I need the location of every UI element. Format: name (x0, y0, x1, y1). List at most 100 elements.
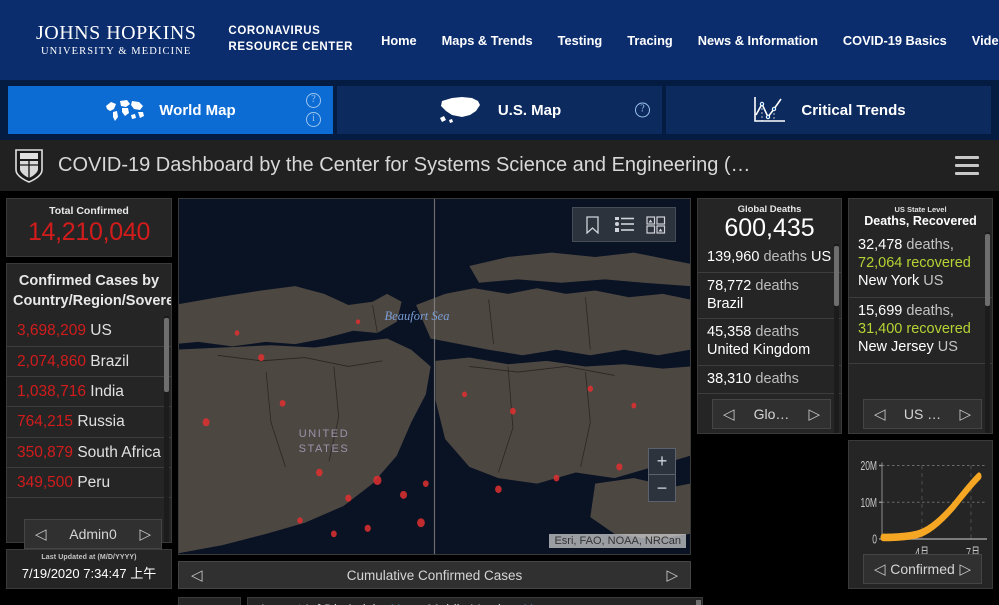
chevron-left-icon[interactable]: ◁ (874, 560, 886, 578)
help-question-icon[interactable]: ? (306, 93, 321, 108)
chevron-right-icon[interactable]: ▷ (666, 566, 678, 584)
global-deaths-label: Global Deaths (737, 204, 802, 215)
us-state-level-panel: US State Level Deaths, Recovered 32,478 … (848, 198, 993, 434)
chevron-left-icon[interactable]: ◁ (35, 525, 47, 543)
main-navigation: Home Maps & Trends Testing Tracing News … (381, 33, 999, 48)
confirmed-cases-list[interactable]: 3,698,209 US 2,074,860 Brazil 1,038,716 … (7, 316, 171, 542)
cases-scrollbar-thumb[interactable] (164, 318, 169, 393)
crc-line-2: RESOURCE CENTER (228, 41, 354, 53)
chevron-right-icon[interactable]: ▷ (959, 405, 971, 423)
us-states-pager[interactable]: ◁ US … ▷ (863, 399, 982, 429)
nav-item-home[interactable]: Home (381, 32, 417, 48)
us-state-list[interactable]: 32,478 deaths, 72,064 recovered New York… (849, 232, 992, 433)
state-recovered-count: 72,064 (858, 254, 903, 271)
list-item[interactable]: 38,310 deaths (698, 366, 841, 395)
credits-scrollbar-thumb[interactable] (696, 600, 701, 605)
case-count: 349,500 (17, 474, 74, 491)
chevron-right-icon[interactable]: ▷ (808, 405, 820, 423)
global-deaths-pager[interactable]: ◁ Glo… ▷ (712, 399, 831, 429)
tab-us-map[interactable]: U.S. Map ? (337, 86, 662, 134)
site-header: JOHNS HOPKINS UNIVERSITY & MEDICINE CORO… (0, 0, 999, 80)
help-question-icon-us[interactable]: ? (635, 102, 650, 118)
deaths-scrollbar-track[interactable] (834, 244, 839, 433)
chevron-left-icon[interactable]: ◁ (191, 566, 203, 584)
chevron-left-icon[interactable]: ◁ (723, 405, 735, 423)
us-state-level-title: Deaths, Recovered (864, 214, 977, 228)
list-item[interactable]: 349,500 Peru (7, 468, 171, 499)
cases-scrollbar-track[interactable] (164, 316, 169, 542)
tab-world-map[interactable]: World Map ? i (8, 86, 333, 134)
hamburger-menu-icon[interactable] (955, 156, 979, 175)
death-country: Brazil (707, 295, 744, 312)
article-text: Article: (343, 602, 391, 605)
dashboard-body: Total Confirmed 14,210,040 Confirmed Cas… (0, 192, 999, 595)
help-info-icon[interactable]: i (306, 112, 321, 127)
jhu-logo[interactable]: JOHNS HOPKINS UNIVERSITY & MEDICINE (36, 23, 196, 58)
bookmark-icon[interactable] (577, 211, 607, 238)
death-unit: deaths (755, 370, 799, 387)
map-column: Beaufort Sea UNITED STATES (178, 198, 691, 589)
state-deaths-word: deaths, (906, 302, 954, 319)
list-item[interactable]: 15,699 deaths, 31,400 recovered New Jers… (849, 298, 992, 364)
nav-item-testing[interactable]: Testing (557, 32, 603, 48)
map-layer-pager[interactable]: ◁ Cumulative Confirmed Cases ▷ (178, 561, 691, 589)
death-count: 78,772 (707, 277, 752, 294)
case-country: Peru (77, 474, 111, 491)
state-recovered-word: recovered (906, 254, 971, 271)
list-item[interactable]: 350,879 South Africa (7, 438, 171, 468)
credits-line-1: Lancet Inf Dis Article: Here. Mobile Ver… (260, 601, 690, 605)
nav-item-videos-live-events[interactable]: Videos & Live Events (971, 32, 999, 48)
lancet-article-link[interactable]: Here (391, 602, 420, 605)
death-country: United Kingdom (707, 342, 811, 358)
mobile-version-link[interactable]: Here (523, 602, 552, 605)
list-item[interactable]: 2,074,860 Brazil (7, 347, 171, 377)
admin-pager-label: Admin0 (69, 526, 117, 542)
deaths-scrollbar-thumb[interactable] (834, 246, 839, 307)
list-item[interactable]: 1,038,716 India (7, 377, 171, 408)
list-item[interactable]: 764,215 Russia (7, 407, 171, 438)
global-deaths-value: 600,435 (724, 214, 815, 242)
list-item[interactable]: 45,358 deaths United Kingdom (698, 319, 841, 366)
total-confirmed-label: Total Confirmed (49, 205, 129, 217)
nav-item-covid-basics[interactable]: COVID-19 Basics (842, 32, 947, 48)
nav-item-tracing[interactable]: Tracing (627, 32, 673, 48)
total-confirmed-value: 14,210,040 (27, 218, 151, 246)
list-item[interactable]: 32,478 deaths, 72,064 recovered New York… (849, 232, 992, 298)
chevron-right-icon[interactable]: ▷ (959, 560, 971, 578)
basemap-gallery-icon[interactable] (641, 211, 671, 238)
admin-level-pager[interactable]: ◁ Admin0 ▷ (24, 519, 162, 549)
confirmed-trend-chart[interactable]: 20M 10M 0 4月 7月 (849, 441, 992, 588)
map-layer-label: Cumulative Confirmed Cases (346, 567, 523, 583)
zoom-out-button[interactable]: − (656, 477, 668, 498)
tab-critical-trends[interactable]: Critical Trends (666, 86, 991, 134)
us-scrollbar-thumb[interactable] (985, 234, 990, 306)
tab-critical-trends-label: Critical Trends (801, 101, 906, 119)
chevron-left-icon[interactable]: ◁ (874, 405, 886, 423)
trend-chart-svg: 20M 10M 0 4月 7月 (860, 459, 987, 561)
list-item[interactable]: 78,772 deaths Brazil (698, 273, 841, 320)
nav-item-news-information[interactable]: News & Information (697, 32, 818, 48)
state-name: New York (858, 272, 920, 289)
death-unit: deaths (755, 277, 799, 294)
global-deaths-list[interactable]: 139,960 deaths US 78,772 deaths Brazil 4… (698, 244, 841, 433)
list-item[interactable]: 3,698,209 US (7, 316, 171, 347)
case-country: US (90, 322, 112, 340)
case-country: South Africa (77, 443, 161, 461)
chevron-right-icon[interactable]: ▷ (139, 525, 151, 543)
list-item[interactable]: 139,960 deaths US (698, 244, 841, 273)
case-count: 1,038,716 (17, 382, 86, 400)
trend-metric-pager[interactable]: ◁ Confirmed ▷ (863, 554, 982, 584)
lancet-journal-name: Lancet Inf Dis (260, 602, 343, 605)
death-unit: deaths (763, 249, 807, 266)
case-count: 764,215 (17, 413, 74, 431)
map-geometry (179, 199, 690, 554)
us-scrollbar-track[interactable] (985, 232, 990, 433)
legend-icon[interactable] (609, 211, 639, 238)
global-deaths-column: Global Deaths 600,435 139,960 deaths US … (697, 198, 842, 589)
world-map-canvas[interactable]: Beaufort Sea UNITED STATES (178, 198, 691, 555)
nav-item-maps-trends[interactable]: Maps & Trends (441, 32, 533, 48)
map-zoom-controls: + − (648, 448, 676, 502)
svg-text:20M: 20M (860, 459, 877, 473)
zoom-in-button[interactable]: + (649, 449, 675, 475)
tab-world-map-label: World Map (159, 101, 236, 119)
